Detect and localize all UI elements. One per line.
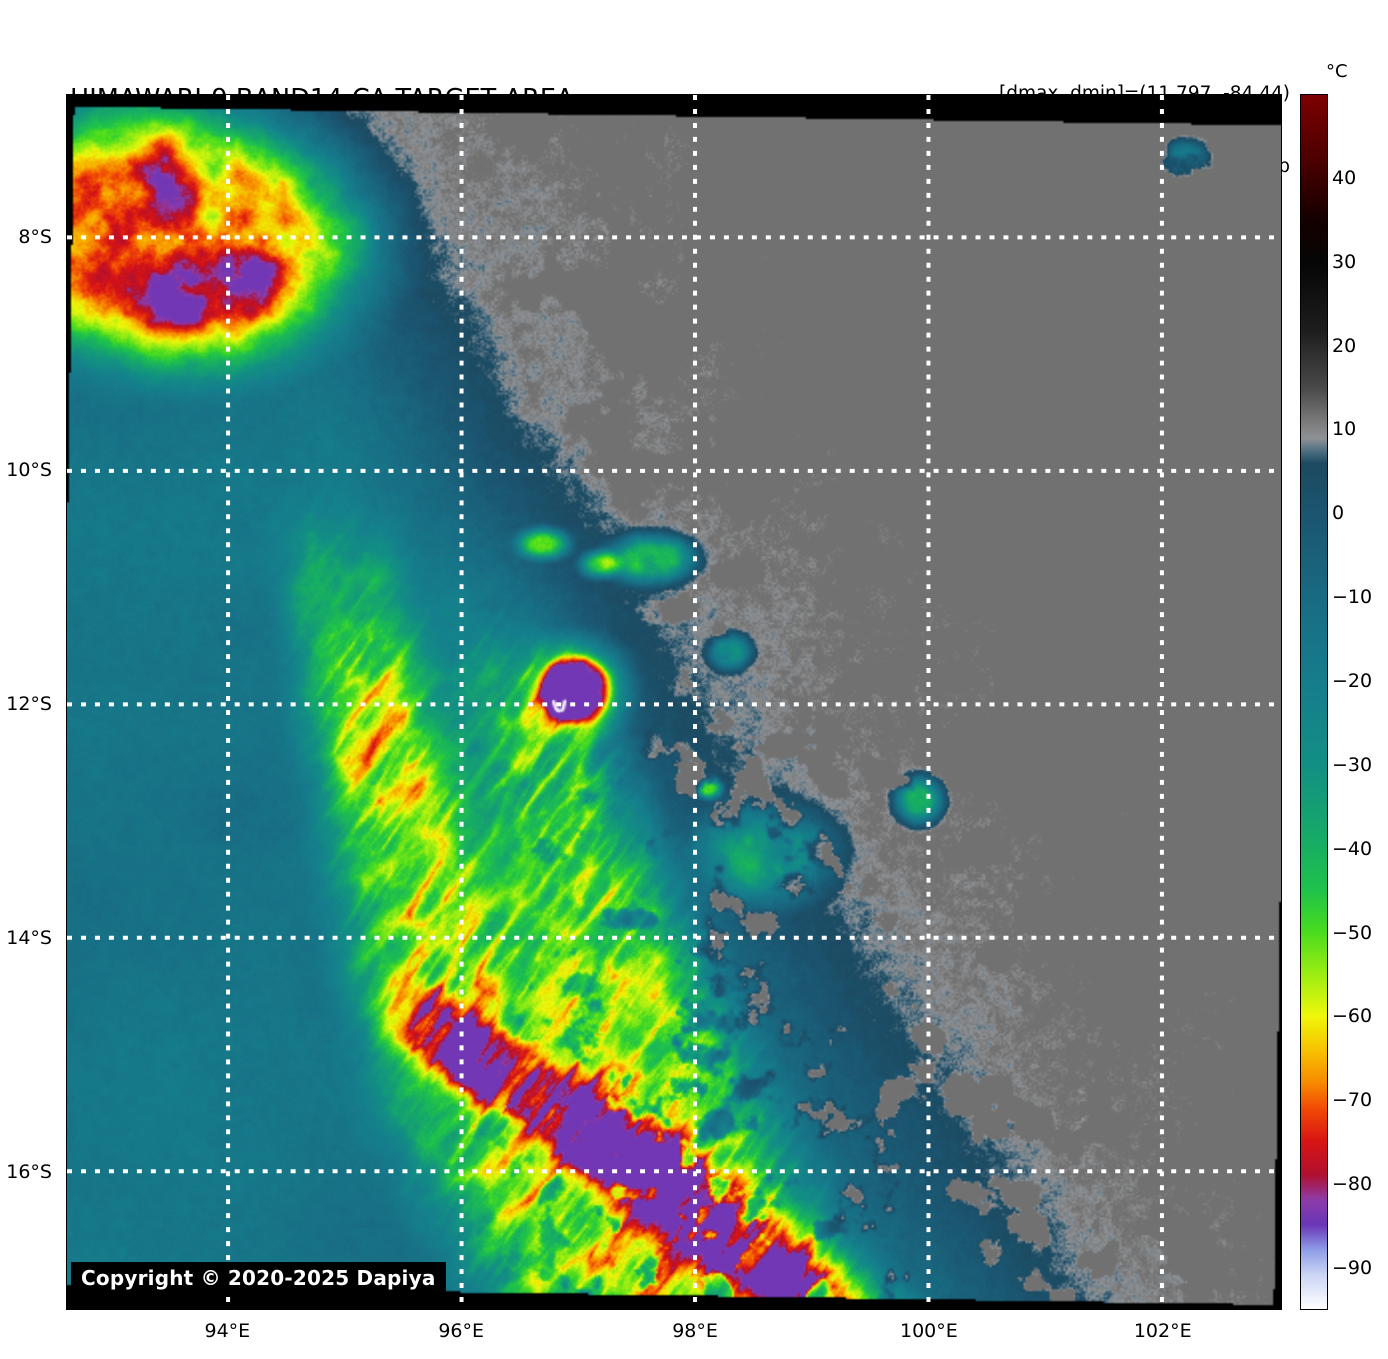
colorbar-tick-10: 10 [1332,418,1357,441]
colorbar-tick-labels: 40 30 20 10 0 −10 −20 −30 −40 −50 −60 −70 −80 −90 [1332,94,1388,1310]
latitude-tick-14S: 14°S [6,927,52,950]
colorbar-tick-minus10: −10 [1332,586,1373,609]
colorbar-tick-30: 30 [1332,250,1357,273]
latitude-tick-8S: 8°S [18,225,52,248]
satellite-image-plot[interactable]: Copyright © 2020-2025 Dapiya [66,94,1282,1310]
colorbar[interactable] [1300,94,1328,1310]
colorbar-tick-minus20: −20 [1332,670,1373,693]
colorbar-tick-minus40: −40 [1332,837,1373,860]
copyright-badge: Copyright © 2020-2025 Dapiya [71,1262,446,1295]
colorbar-tick-20: 20 [1332,334,1357,357]
latitude-tick-12S: 12°S [6,693,52,716]
colorbar-tick-minus70: −70 [1332,1089,1373,1112]
colorbar-tick-minus90: −90 [1332,1257,1373,1280]
longitude-tick-96E: 96°E [438,1320,485,1342]
longitude-tick-102E: 102°E [1133,1320,1192,1342]
longitude-tick-94E: 94°E [204,1320,251,1342]
satellite-infrared-imagery [67,95,1281,1309]
colorbar-tick-minus50: −50 [1332,921,1373,944]
latitude-tick-16S: 16°S [6,1161,52,1184]
latitude-axis: 8°S 10°S 12°S 14°S 16°S [0,0,62,1359]
colorbar-tick-minus80: −80 [1332,1173,1373,1196]
colorbar-unit-label: °C [1326,61,1348,82]
longitude-tick-100E: 100°E [900,1320,958,1342]
colorbar-tick-0: 0 [1332,502,1345,525]
colorbar-tick-minus30: −30 [1332,753,1373,776]
latitude-tick-10S: 10°S [6,459,52,482]
colorbar-tick-40: 40 [1332,166,1357,189]
colorbar-gradient [1301,95,1327,1309]
colorbar-tick-minus60: −60 [1332,1005,1373,1028]
longitude-tick-98E: 98°E [672,1320,718,1342]
